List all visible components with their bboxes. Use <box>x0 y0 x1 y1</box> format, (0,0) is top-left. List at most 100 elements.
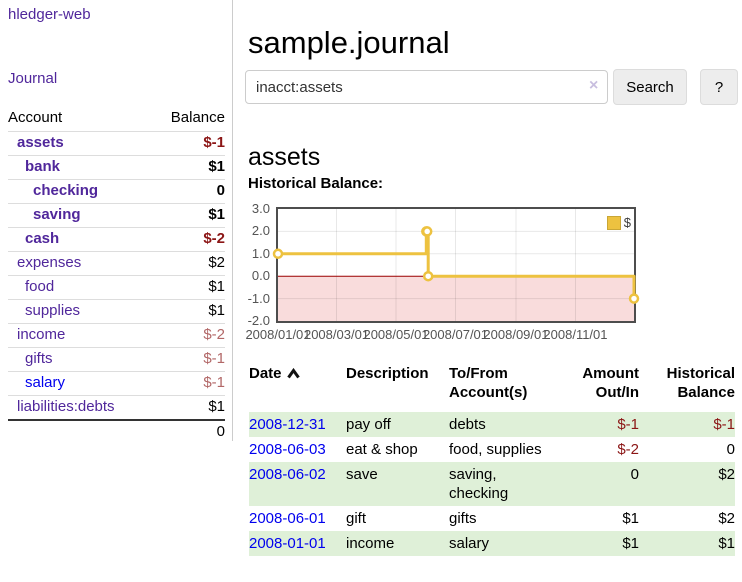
transaction-row[interactable]: 2008-06-03 eat & shop food, supplies $-2 0 <box>249 437 735 462</box>
account-row: bank $1 <box>8 155 225 180</box>
account-balance: $-1 <box>151 347 225 372</box>
clear-search-icon[interactable]: × <box>589 77 599 94</box>
accounts-total-balance: 0 <box>151 419 225 444</box>
transaction-description: save <box>346 466 378 483</box>
register-table-header: Date Description To/From Account(s) Amou… <box>249 362 735 412</box>
date-column-header[interactable]: Date <box>249 362 346 412</box>
transaction-description: eat & shop <box>346 441 418 458</box>
x-axis-tick-label: 2008/01/01 <box>245 327 311 342</box>
sidebar: hledger-web Journal Account Balance asse… <box>0 0 233 444</box>
accounts-total-spacer <box>8 419 152 444</box>
account-link[interactable]: salary <box>25 374 66 391</box>
transaction-accounts: saving, checking <box>449 466 509 502</box>
transaction-balance: $2 <box>718 466 735 483</box>
negative-region-fill <box>278 276 634 321</box>
transaction-balance: $1 <box>718 535 735 552</box>
x-axis-tick-label: 2008/09/01 <box>483 327 549 342</box>
account-row: liabilities:debts $1 <box>8 395 225 420</box>
transaction-date-link[interactable]: 2008-06-02 <box>249 466 326 483</box>
transaction-description: income <box>346 535 395 552</box>
transaction-description: gift <box>346 510 367 527</box>
transaction-accounts: debts <box>449 416 486 433</box>
account-row: income $-2 <box>8 323 225 348</box>
chart-title: Historical Balance: <box>248 175 384 192</box>
transaction-amount: $-2 <box>617 441 639 458</box>
transaction-date-cell: 2008-01-01 <box>249 531 346 556</box>
account-link[interactable]: food <box>25 278 55 295</box>
account-link[interactable]: checking <box>33 182 99 199</box>
account-link[interactable]: expenses <box>17 254 82 271</box>
date-header-label: Date <box>249 365 282 382</box>
account-row: expenses $2 <box>8 251 225 276</box>
data-point-marker[interactable] <box>421 226 433 237</box>
app-brand-link[interactable]: hledger-web <box>8 6 91 23</box>
transaction-date-link[interactable]: 2008-06-01 <box>249 510 326 527</box>
account-balance: $-2 <box>151 227 225 252</box>
search-input[interactable] <box>245 70 608 104</box>
transaction-date-cell: 2008-12-31 <box>249 412 346 437</box>
account-row: supplies $1 <box>8 299 225 324</box>
account-link[interactable]: assets <box>17 134 64 151</box>
transaction-balance: $2 <box>718 510 735 527</box>
account-column-header: Account <box>8 109 63 126</box>
register-table: Date Description To/From Account(s) Amou… <box>249 362 735 556</box>
account-balance: $1 <box>151 275 225 300</box>
account-link[interactable]: saving <box>33 206 81 223</box>
transaction-balance: 0 <box>726 441 735 458</box>
transaction-date-cell: 2008-06-02 <box>249 462 346 506</box>
description-column-header: Description <box>346 365 429 382</box>
balance-column-header: Balance <box>170 109 225 126</box>
sidebar-item-journal[interactable]: Journal <box>8 70 58 87</box>
transaction-date-link[interactable]: 2008-06-03 <box>249 441 326 458</box>
account-row: gifts $-1 <box>8 347 225 372</box>
account-link[interactable]: supplies <box>25 302 81 319</box>
account-link[interactable]: bank <box>25 158 61 175</box>
account-balance: $1 <box>151 203 225 228</box>
transaction-accounts: salary <box>449 535 490 552</box>
account-balance: $-1 <box>151 131 225 156</box>
account-link[interactable]: gifts <box>25 350 53 367</box>
accounts-total-row: 0 <box>8 419 225 444</box>
y-axis-tick-label: 2.0 <box>251 223 270 239</box>
amount-column-header: Amount Out/In <box>582 365 639 401</box>
transaction-date-link[interactable]: 2008-12-31 <box>249 416 326 433</box>
search-button[interactable]: Search <box>613 69 687 105</box>
account-balance: $-2 <box>151 323 225 348</box>
transaction-date-cell: 2008-06-01 <box>249 506 346 531</box>
transaction-amount: $1 <box>622 510 639 527</box>
data-point-marker[interactable] <box>272 248 284 260</box>
accounts-table-header: Account Balance <box>8 106 225 132</box>
transaction-accounts: gifts <box>449 510 477 527</box>
transaction-date-link[interactable]: 2008-01-01 <box>249 535 326 552</box>
data-point-marker[interactable] <box>422 270 434 282</box>
account-link[interactable]: liabilities:debts <box>17 398 115 415</box>
data-point-marker[interactable] <box>628 293 640 304</box>
y-axis-tick-label: 3.0 <box>251 201 270 216</box>
transaction-amount: 0 <box>630 466 639 483</box>
account-row: cash $-2 <box>8 227 225 252</box>
x-axis-tick-label: 2008/05/01 <box>363 327 429 342</box>
chart-canvas <box>272 209 640 321</box>
x-axis-tick-label: 2008/03/01 <box>303 327 370 342</box>
account-row: assets $-1 <box>8 131 225 156</box>
account-link[interactable]: income <box>17 326 66 343</box>
account-row: salary $-1 <box>8 371 225 396</box>
transaction-row[interactable]: 2008-12-31 pay off debts $-1 $-1 <box>249 412 735 437</box>
transaction-row[interactable]: 2008-01-01 income salary $1 $1 <box>249 531 735 556</box>
x-axis-tick-label: 2008/07/01 <box>422 327 489 342</box>
transaction-row[interactable]: 2008-06-01 gift gifts $1 $2 <box>249 506 735 531</box>
transaction-row[interactable]: 2008-06-02 save saving, checking 0 $2 <box>249 462 735 506</box>
account-balance: $1 <box>151 299 225 324</box>
y-axis-tick-label: 0.0 <box>251 268 270 284</box>
account-row: saving $1 <box>8 203 225 228</box>
account-link[interactable]: cash <box>25 230 60 247</box>
account-heading: assets <box>248 142 321 171</box>
account-row: checking 0 <box>8 179 225 204</box>
account-balance: $2 <box>151 251 225 276</box>
account-balance: $-1 <box>151 371 225 396</box>
accounts-table: Account Balance assets $-1 bank $1 checking 0… <box>8 106 225 444</box>
balance-chart-plot[interactable]: $ <box>272 207 640 323</box>
help-button[interactable]: ? <box>700 69 738 105</box>
legend-label: $ <box>623 215 631 230</box>
transaction-amount: $-1 <box>617 416 639 433</box>
